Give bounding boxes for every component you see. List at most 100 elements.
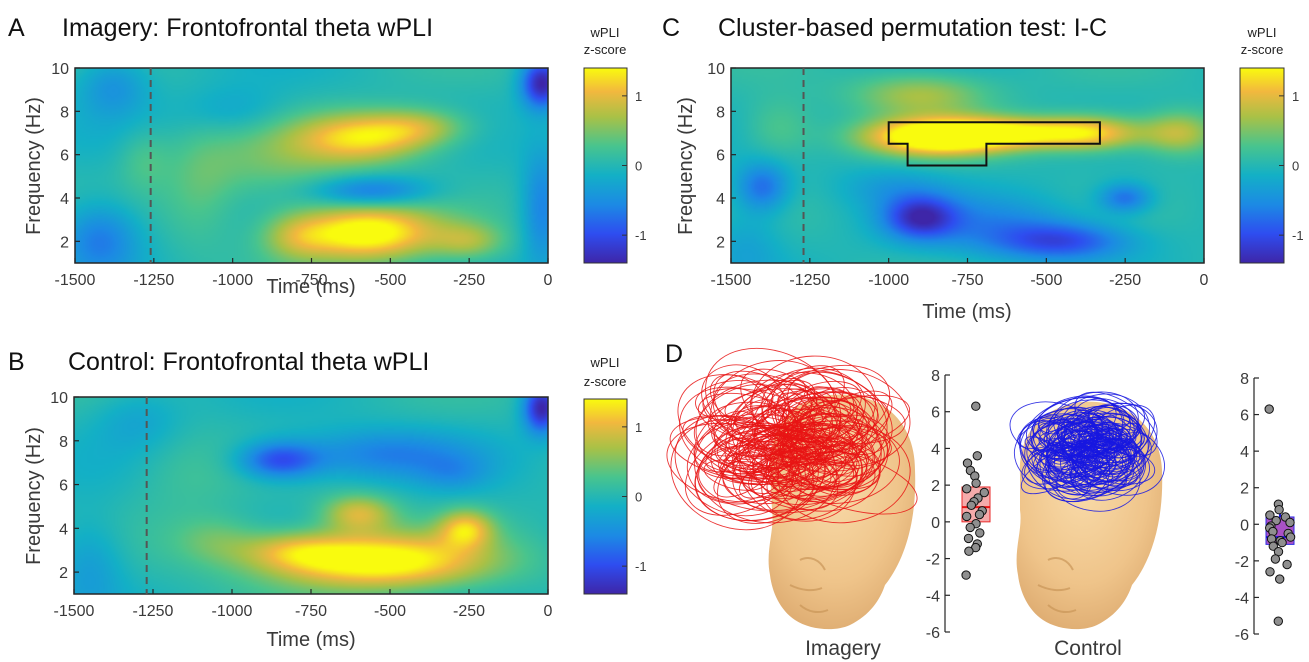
y-tick-label: 10 (51, 61, 69, 78)
colorbar-tick-label: 0 (635, 490, 642, 505)
panel-letter-d: D (665, 340, 683, 368)
x-tick-label: -1250 (133, 603, 174, 620)
y-tick-label: 6 (931, 405, 940, 422)
connectivity-loops (1009, 391, 1166, 512)
x-tick-label: -250 (453, 603, 485, 620)
data-point (971, 478, 981, 488)
y-tick-label: -6 (1235, 627, 1249, 644)
colorbar-tick-label: 1 (635, 89, 642, 104)
connectivity-loop (730, 378, 806, 436)
connectivity-loop (760, 450, 823, 483)
face-contour (789, 557, 829, 614)
connectivity-loop (1033, 424, 1118, 473)
x-tick-label: 0 (544, 272, 553, 289)
connectivity-loop (780, 429, 876, 494)
data-point (1273, 616, 1284, 626)
y-tick-label: 8 (931, 368, 940, 385)
colorbar-ticks: 1 0 -1 (622, 89, 647, 243)
colorbar-tick-label: 1 (1292, 89, 1299, 104)
y-tick-label: 4 (60, 191, 69, 208)
y-tick-label: 2 (931, 478, 940, 495)
condition-label-imagery: Imagery (805, 637, 881, 660)
x-tick-label: -1500 (54, 603, 95, 620)
x-tick-label: -500 (1030, 272, 1062, 289)
connectivity-loop (1045, 436, 1130, 485)
connectivity-loop (805, 427, 885, 477)
x-tick-label: 0 (544, 603, 553, 620)
y-tick-label: 4 (716, 191, 725, 208)
panel-b-title: Control: Frontofrontal theta wPLI (68, 348, 429, 376)
data-point (1282, 559, 1292, 570)
connectivity-loop (717, 437, 825, 524)
x-tick-label: -1250 (133, 272, 174, 289)
connectivity-loop (732, 433, 803, 481)
data-point (964, 546, 974, 556)
y-tick-label: -6 (926, 625, 940, 642)
data-point (1270, 554, 1281, 564)
data-point (974, 509, 985, 520)
connectivity-loop (777, 380, 862, 433)
connectivity-loop (1032, 395, 1124, 463)
connectivity-loop (705, 347, 842, 457)
connectivity-loop (1039, 431, 1124, 495)
colorbar-gradient (583, 67, 628, 264)
y-tick-label: 6 (59, 478, 68, 495)
connectivity-loop (695, 379, 841, 480)
connectivity-loop (1086, 414, 1131, 436)
colorbar: wPLI z-score 1 0 -1 (583, 25, 647, 264)
x-tick-label: -1250 (789, 272, 830, 289)
data-point (1275, 574, 1285, 584)
boxplot-imagery: 8 6 4 2 0 -2 -4 -6 (926, 368, 991, 642)
y-tick-label: 4 (59, 521, 68, 538)
colorbar-ticks: 1 0 -1 (622, 420, 647, 574)
x-tick-label: 0 (1200, 272, 1209, 289)
connectivity-loop (698, 443, 840, 512)
x-tick-label: -1500 (55, 272, 96, 289)
data-point (1265, 567, 1275, 577)
y-axis-label: Frequency (Hz) (23, 97, 45, 235)
x-axis-label: Time (ms) (266, 629, 355, 651)
y-tick-label: 0 (1240, 517, 1249, 534)
data-point (963, 533, 974, 544)
data-point (1264, 404, 1274, 414)
panel-letter-a: A (8, 14, 25, 42)
y-tick-label: 2 (60, 234, 69, 251)
panel-a: A Imagery: Frontofrontal theta wPLI -150… (8, 14, 647, 298)
axes: -1500 -1250 -1000 -750 -500 -250 0 2 4 6 8 10 (50, 390, 552, 620)
colorbar-label-line2: z-score (584, 42, 627, 57)
data-point (1285, 532, 1296, 542)
y-axis-label: Frequency (Hz) (675, 97, 697, 235)
panel-letter-b: B (8, 348, 25, 376)
data-point (1274, 505, 1284, 515)
x-tick-label: -250 (1109, 272, 1141, 289)
colorbar: wPLI z-score 1 0 -1 (1239, 25, 1304, 264)
connectivity-loop (674, 414, 794, 517)
colorbar-tick-label: 0 (1292, 159, 1299, 174)
data-point (972, 451, 982, 461)
colorbar-label-line2: z-score (1241, 42, 1284, 57)
connectivity-loop (694, 413, 837, 524)
panel-c: C Cluster-based permutation test: I-C -1… (662, 14, 1304, 323)
x-axis-label: Time (ms) (922, 301, 1011, 323)
connectivity-loop (794, 451, 860, 491)
y-tick-label: 2 (716, 234, 725, 251)
panel-letter-c: C (662, 14, 680, 42)
x-tick-label: -1000 (212, 603, 253, 620)
data-point (965, 522, 975, 533)
data-point (961, 570, 971, 580)
panel-c-title: Cluster-based permutation test: I-C (718, 14, 1107, 42)
connectivity-loop (1044, 410, 1104, 457)
connectivity-loop (716, 437, 772, 467)
y-tick-label: 10 (50, 390, 68, 407)
colorbar-label-line1: wPLI (590, 25, 620, 40)
colorbar: wPLI z-score 1 0 -1 (583, 355, 647, 595)
data-point (1277, 537, 1287, 548)
y-tick-label: -4 (1235, 590, 1249, 607)
y-tick-label: 0 (931, 515, 940, 532)
colorbar-label-line2: z-score (584, 374, 627, 389)
connectivity-loop (719, 422, 808, 479)
data-point (971, 401, 981, 411)
y-tick-label: 4 (931, 441, 940, 458)
connectivity-loop (701, 364, 786, 435)
colorbar-tick-label: -1 (635, 559, 647, 574)
